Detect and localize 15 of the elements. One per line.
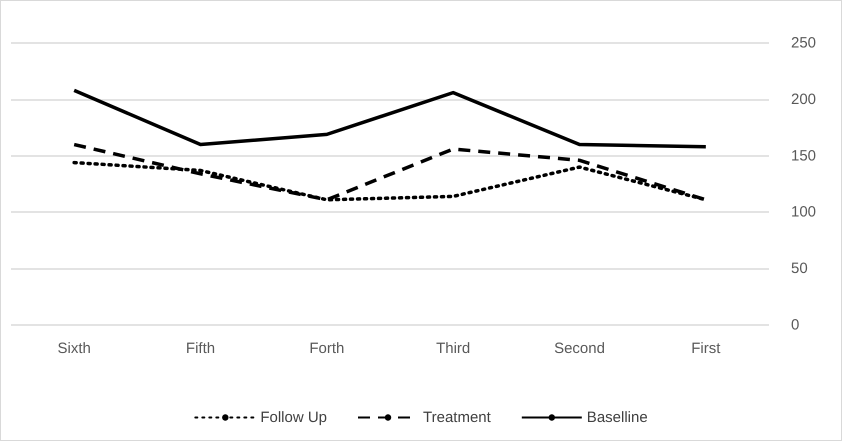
y-tick-label: 0 [791,316,800,334]
x-tick-label: Forth [309,340,344,357]
y-tick-label: 100 [791,204,816,221]
x-tick-label: Fifth [186,340,216,357]
legend-label: Follow Up [260,409,328,426]
x-tick-label: First [691,340,722,357]
y-tick-label: 200 [791,90,816,108]
y-tick-label: 50 [791,260,808,278]
legend-label: Baselline [586,409,648,426]
legend-label: Treatment [423,409,492,426]
x-tick-label: Third [436,340,470,357]
x-tick-label: Second [554,340,605,357]
y-tick-label: 150 [791,147,816,164]
y-tick-label: 250 [791,34,816,52]
x-tick-label: Sixth [57,340,91,357]
